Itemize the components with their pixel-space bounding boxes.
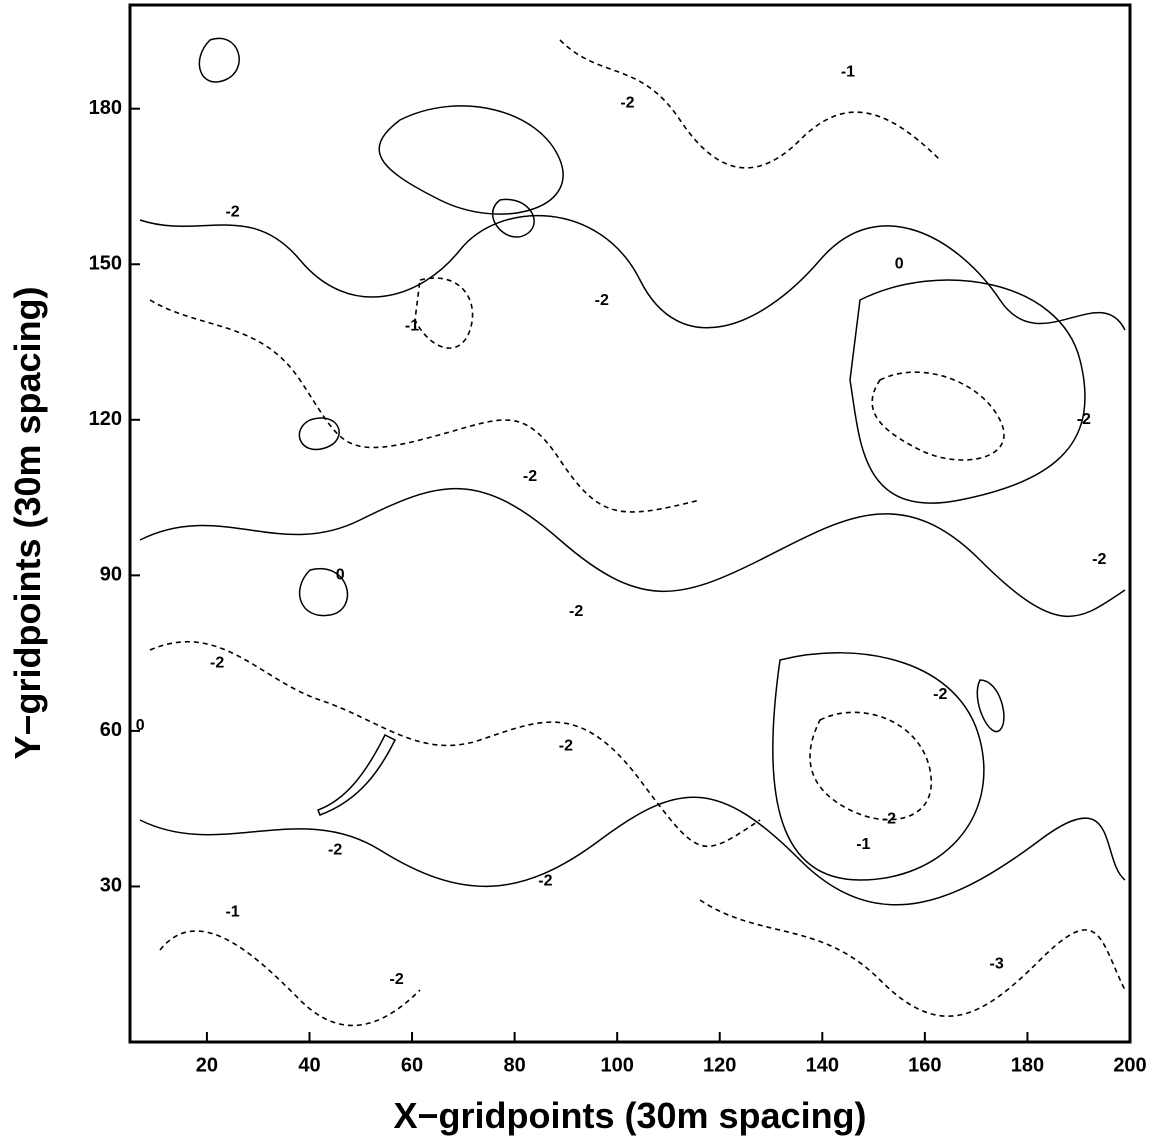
contour-label: -2: [390, 971, 404, 988]
x-tick-label: 80: [503, 1054, 525, 1076]
contour-label: -2: [1077, 411, 1091, 428]
x-tick-label: 160: [908, 1054, 941, 1076]
x-axis-label: X−gridpoints (30m spacing): [393, 1095, 866, 1136]
x-tick-label: 180: [1011, 1054, 1044, 1076]
x-tick-label: 120: [703, 1054, 736, 1076]
contour-label: -2: [328, 841, 342, 858]
y-tick-label: 60: [100, 719, 122, 741]
y-tick-label: 30: [100, 875, 122, 897]
x-tick-label: 140: [806, 1054, 839, 1076]
contour-label: -2: [620, 95, 634, 112]
x-tick-label: 200: [1113, 1054, 1146, 1076]
y-axis-label: Y−gridpoints (30m spacing): [7, 286, 48, 759]
contour-label: -2: [225, 204, 239, 221]
contour-label: -2: [569, 603, 583, 620]
contour-label: 0: [336, 567, 345, 584]
x-tick-label: 40: [298, 1054, 320, 1076]
contour-label: -2: [1092, 551, 1106, 568]
contour-label: -3: [990, 955, 1004, 972]
contour-label: 0: [895, 255, 904, 272]
y-tick-label: 150: [89, 253, 122, 275]
contour-label: -2: [210, 655, 224, 672]
contour-label: -1: [405, 318, 419, 335]
contour-label: 0: [136, 717, 145, 734]
contour-label: -2: [595, 292, 609, 309]
y-tick-label: 180: [89, 97, 122, 119]
contour-label: -2: [882, 810, 896, 827]
contour-label: -2: [523, 468, 537, 485]
y-tick-label: 120: [89, 408, 122, 430]
x-tick-label: 60: [401, 1054, 423, 1076]
plot-frame: [128, 3, 1132, 1044]
y-tick-label: 90: [100, 564, 122, 586]
contour-label: -2: [933, 686, 947, 703]
x-tick-label: 100: [600, 1054, 633, 1076]
contour-label: -2: [538, 872, 552, 889]
x-tick-label: 20: [196, 1054, 218, 1076]
contour-label: -1: [856, 836, 870, 853]
contour-label: -2: [559, 738, 573, 755]
contour-decoration: [139, 37, 1126, 1027]
contour-label: -1: [225, 904, 239, 921]
contour-label: -1: [841, 64, 855, 81]
